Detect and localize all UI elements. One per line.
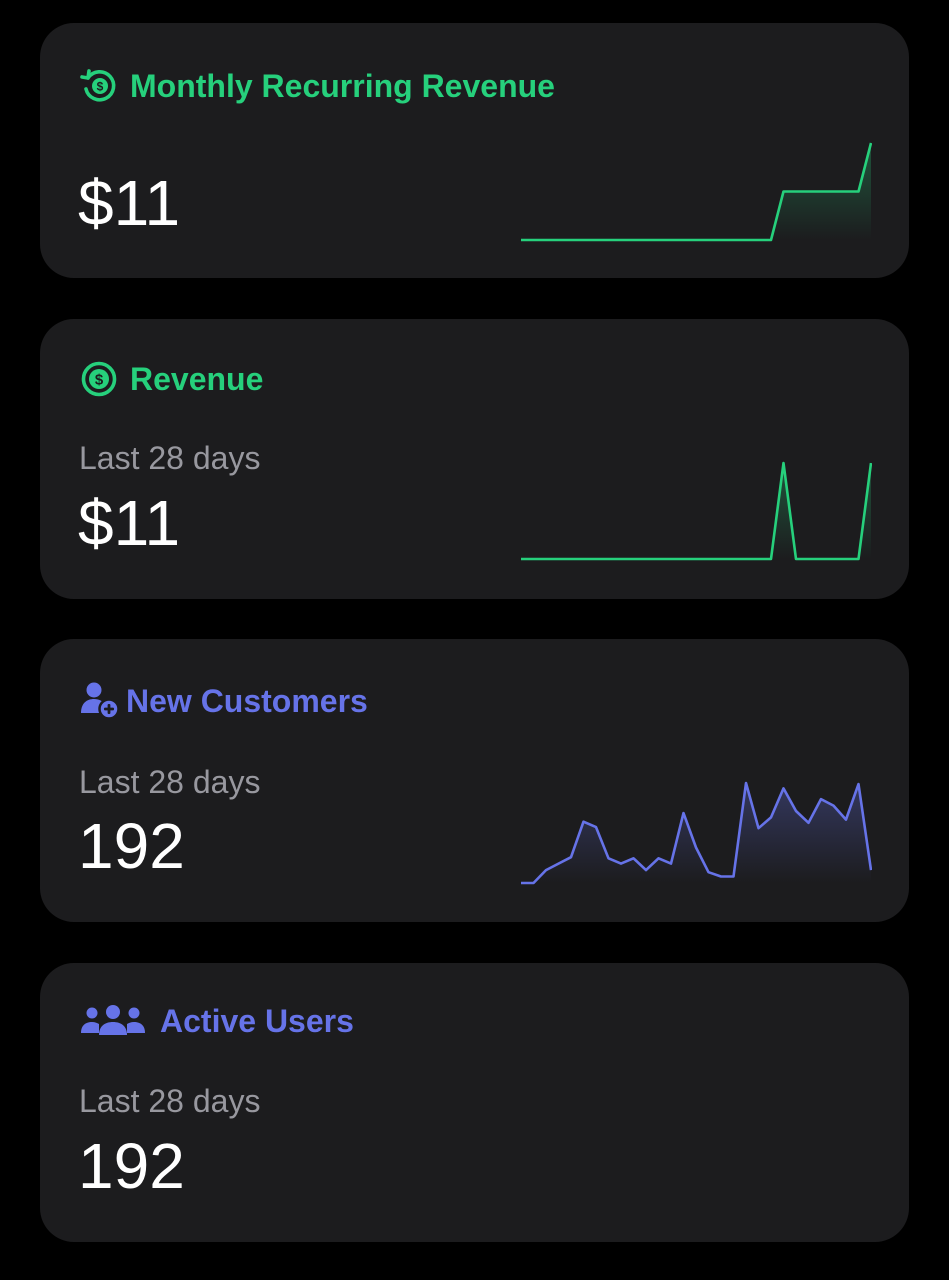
mrr-sparkline bbox=[521, 142, 872, 242]
user-plus-icon bbox=[80, 681, 122, 721]
new-customers-value: 192 bbox=[78, 810, 185, 882]
mrr-value: $11 bbox=[78, 167, 181, 239]
mrr-card[interactable]: $ Monthly Recurring Revenue $11 bbox=[40, 23, 909, 278]
mrr-sparkline-area bbox=[521, 143, 871, 240]
revenue-sparkline-area bbox=[521, 463, 871, 559]
revenue-title: $ Revenue bbox=[80, 360, 263, 398]
revenue-card[interactable]: $ Revenue Last 28 days $11 bbox=[40, 319, 909, 599]
active-users-title: Active Users bbox=[80, 1003, 354, 1040]
new-customers-sparkline-area bbox=[521, 783, 871, 883]
new-customers-title-label: New Customers bbox=[126, 682, 368, 719]
new-customers-title: New Customers bbox=[80, 681, 368, 721]
active-users-value: 192 bbox=[78, 1130, 185, 1202]
svg-text:$: $ bbox=[97, 80, 104, 94]
dollar-circle-icon: $ bbox=[80, 360, 118, 398]
revenue-value: $11 bbox=[78, 487, 181, 559]
new-customers-period: Last 28 days bbox=[79, 764, 261, 800]
recurring-dollar-icon: $ bbox=[80, 67, 118, 105]
revenue-sparkline bbox=[521, 461, 872, 561]
mrr-sparkline-line bbox=[521, 142, 872, 242]
new-customers-card[interactable]: New Customers Last 28 days 192 bbox=[40, 639, 909, 922]
active-users-card[interactable]: Active Users Last 28 days 192 bbox=[40, 963, 909, 1242]
revenue-period: Last 28 days bbox=[79, 440, 261, 476]
new-customers-sparkline-line bbox=[521, 781, 872, 885]
mrr-title: $ Monthly Recurring Revenue bbox=[80, 67, 555, 105]
svg-text:$: $ bbox=[95, 372, 104, 389]
revenue-title-label: Revenue bbox=[130, 360, 264, 397]
active-users-title-label: Active Users bbox=[160, 1003, 354, 1039]
users-group-icon bbox=[80, 1004, 146, 1040]
revenue-sparkline-line bbox=[521, 461, 872, 561]
new-customers-sparkline bbox=[521, 781, 872, 885]
active-users-period: Last 28 days bbox=[79, 1083, 261, 1119]
mrr-title-label: Monthly Recurring Revenue bbox=[130, 67, 555, 104]
